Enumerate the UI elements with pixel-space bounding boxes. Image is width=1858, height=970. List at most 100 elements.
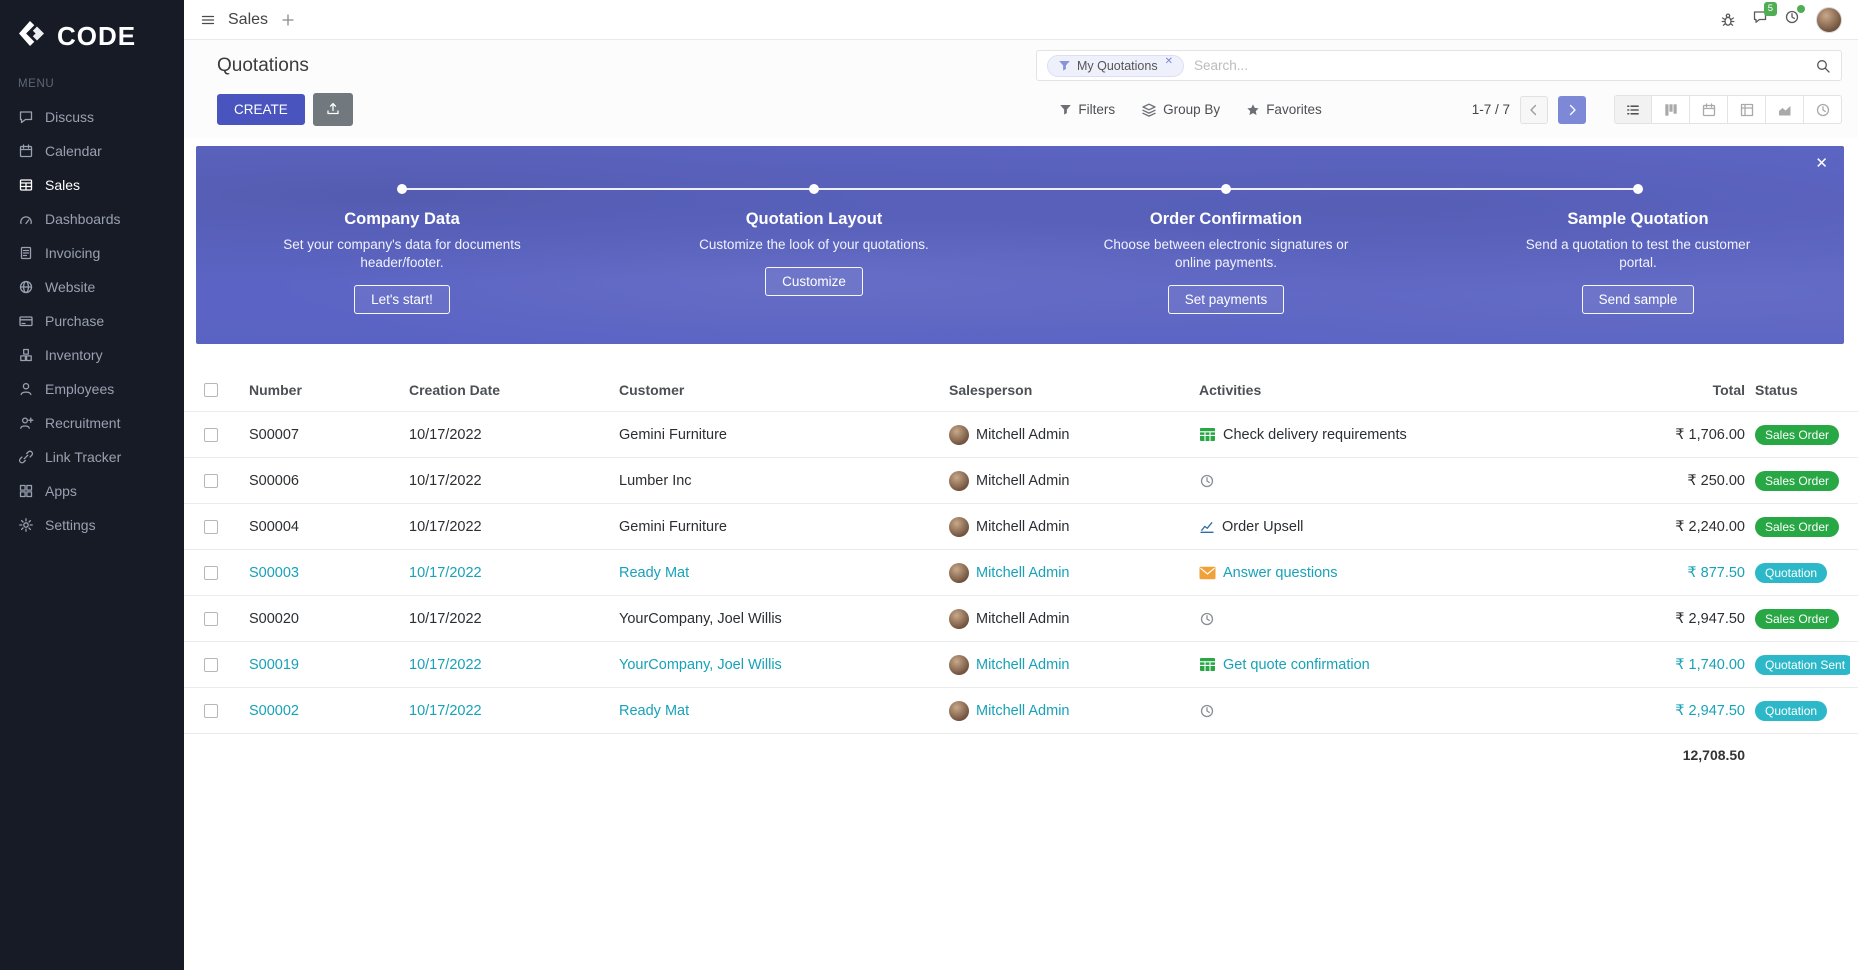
cell-creation-date: 10/17/2022 [409,426,482,443]
pager-next-button[interactable] [1558,95,1586,124]
favorites-button[interactable]: Favorites [1246,102,1322,117]
row-checkbox[interactable] [204,519,218,534]
view-kanban-button[interactable] [1652,95,1690,124]
activities-icon[interactable] [1784,5,1805,30]
sidebar-item-settings[interactable]: Settings [0,508,184,542]
sidebar-item-invoicing[interactable]: Invoicing [0,236,184,270]
header-total[interactable]: Total [1712,381,1745,398]
cell-activity[interactable]: Answer questions [1199,565,1615,581]
table-row[interactable]: S00007 10/17/2022 Gemini Furniture Mitch… [184,412,1858,458]
header-creation-date[interactable]: Creation Date [409,381,501,398]
view-pivot-button[interactable] [1728,95,1766,124]
table-body: S00007 10/17/2022 Gemini Furniture Mitch… [184,412,1858,734]
header-customer[interactable]: Customer [619,381,685,398]
sidebar-item-apps[interactable]: Apps [0,474,184,508]
cell-salesperson: Mitchell Admin [949,654,1199,675]
row-checkbox[interactable] [204,565,218,580]
cell-number: S00019 [249,656,299,673]
filters-button[interactable]: Filters [1059,102,1115,117]
purchase-icon [18,313,34,329]
sidebar-item-calendar[interactable]: Calendar [0,134,184,168]
step-description: Customize the look of your quotations. [699,237,929,252]
sidebar-item-inventory[interactable]: Inventory [0,338,184,372]
search-filter-chip[interactable]: My Quotations ✕ [1047,54,1184,77]
add-tab-icon[interactable] [280,12,296,28]
sidebar-item-employees[interactable]: Employees [0,372,184,406]
cell-activity[interactable]: Check delivery requirements [1199,427,1615,443]
cell-total: ₹ 1,706.00 [1675,426,1745,443]
table-row[interactable]: S00006 10/17/2022 Lumber Inc Mitchell Ad… [184,458,1858,504]
row-checkbox[interactable] [204,703,218,718]
header-number[interactable]: Number [249,381,302,398]
table-row[interactable]: S00002 10/17/2022 Ready Mat Mitchell Adm… [184,688,1858,734]
sidebar-item-website[interactable]: Website [0,270,184,304]
progress-line [402,188,1638,190]
group-by-label: Group By [1163,102,1221,117]
sidebar-item-recruitment[interactable]: Recruitment [0,406,184,440]
cell-customer: Gemini Furniture [619,426,727,443]
header-activities[interactable]: Activities [1199,381,1262,398]
group-by-button[interactable]: Group By [1141,102,1220,118]
row-checkbox[interactable] [204,427,218,442]
spreadsheet-icon [1199,427,1216,442]
table-footer: 12,708.50 [184,734,1858,776]
onboarding-step-sample-quotation: Sample Quotation Send a quotation to tes… [1432,146,1844,344]
app-name[interactable]: Sales [228,10,269,28]
cell-customer: Ready Mat [619,702,690,719]
messages-icon[interactable]: 5 [1752,2,1777,30]
cell-activity[interactable] [1199,473,1615,489]
cell-activity[interactable]: Get quote confirmation [1199,657,1615,673]
banner-close-icon[interactable]: ✕ [1815,155,1828,172]
cell-activity[interactable] [1199,703,1615,719]
view-graph-button[interactable] [1766,95,1804,124]
bug-icon[interactable] [1720,12,1736,28]
row-checkbox[interactable] [204,657,218,672]
search-input[interactable]: My Quotations ✕ Search... [1036,50,1842,81]
menu-section-label: MENU [18,78,55,90]
view-activity-button[interactable] [1804,95,1842,124]
sidebar-item-dashboards[interactable]: Dashboards [0,202,184,236]
sidebar-item-purchase[interactable]: Purchase [0,304,184,338]
pager-range: 1-7 / 7 [1471,102,1510,117]
create-button[interactable]: CREATE [217,94,305,125]
table-row[interactable]: S00020 10/17/2022 YourCompany, Joel Will… [184,596,1858,642]
status-badge: Quotation [1755,562,1828,583]
cell-activity[interactable]: Order Upsell [1199,519,1615,535]
step-dot [1633,184,1643,194]
step-button[interactable]: Customize [765,267,863,297]
sidebar-item-link-tracker[interactable]: Link Tracker [0,440,184,474]
brand[interactable]: CODE [0,0,184,76]
cell-activity[interactable] [1199,611,1615,627]
cell-total: ₹ 877.50 [1687,564,1745,581]
search-icon[interactable] [1815,58,1831,74]
table-row[interactable]: S00003 10/17/2022 Ready Mat Mitchell Adm… [184,550,1858,596]
invoicing-icon [18,245,34,261]
header-salesperson[interactable]: Salesperson [949,381,1033,398]
table-row[interactable]: S00004 10/17/2022 Gemini Furniture Mitch… [184,504,1858,550]
clock-icon [1199,703,1215,719]
remove-filter-icon[interactable]: ✕ [1164,56,1173,67]
row-checkbox[interactable] [204,611,218,626]
hamburger-menu-icon[interactable] [200,12,216,28]
table-row[interactable]: S00019 10/17/2022 YourCompany, Joel Will… [184,642,1858,688]
view-list-button[interactable] [1614,95,1652,124]
pager-prev-button[interactable] [1520,95,1548,124]
salesperson-avatar [949,424,969,445]
user-avatar[interactable] [1816,6,1842,33]
sidebar-item-discuss[interactable]: Discuss [0,100,184,134]
step-button[interactable]: Set payments [1167,285,1285,315]
sidebar-item-sales[interactable]: Sales [0,168,184,202]
onboarding-steps: Company Data Set your company's data for… [196,146,1844,344]
cell-total: ₹ 250.00 [1687,472,1745,489]
upload-button[interactable] [312,93,353,126]
header-status[interactable]: Status [1755,381,1798,398]
step-button[interactable]: Send sample [1581,285,1695,315]
cell-number: S00020 [249,610,299,627]
clock-icon [1199,473,1215,489]
select-all-checkbox[interactable] [204,382,218,397]
view-calendar-button[interactable] [1690,95,1728,124]
step-button[interactable]: Let's start! [354,285,450,315]
calendar-icon [18,143,34,159]
row-checkbox[interactable] [204,473,218,488]
table-header: Number Creation Date Customer Salesperso… [184,368,1858,412]
